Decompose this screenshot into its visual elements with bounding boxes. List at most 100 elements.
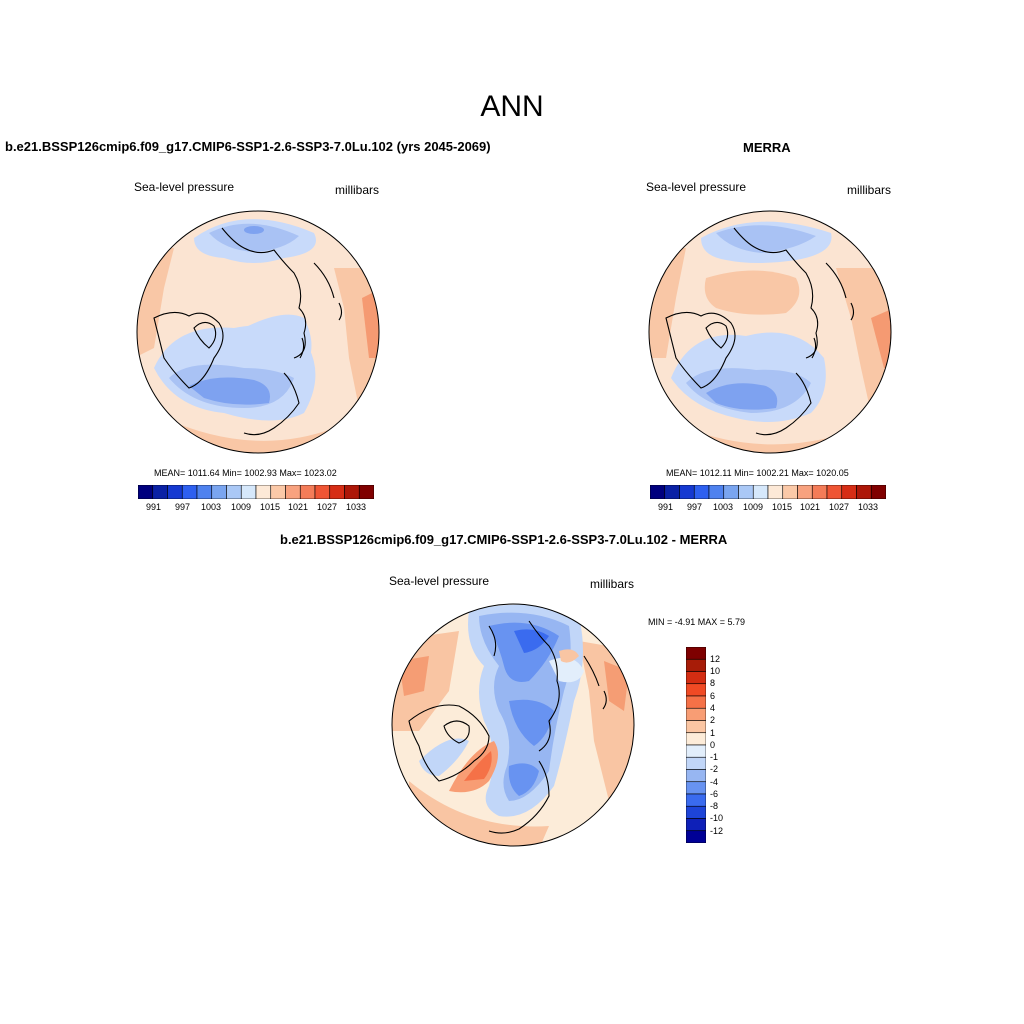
panel-3-colorbar-label: 0 (710, 740, 716, 750)
panel-2-units-label: millibars (847, 183, 892, 197)
colorbar-swatch (138, 485, 154, 499)
panel-3-colorbar-labels: 12 10 8 6 4 2 1 0 -1 -2 -4 -6 -8 -10 -12 (710, 647, 750, 847)
panel-3-colorbar-label: 12 (710, 654, 721, 664)
panel-3-colorbar-label: 1 (710, 728, 716, 738)
panel-2-title: MERRA (743, 140, 791, 155)
colorbar-swatch (686, 769, 706, 783)
colorbar-swatch (782, 485, 798, 499)
colorbar-swatch (181, 485, 198, 499)
panel-2-colorbar-label: 1015 (772, 502, 793, 512)
panel-3-colorbar-label: 4 (710, 703, 716, 713)
panel-3-colorbar (686, 647, 706, 843)
panel-2-colorbar-label: 997 (687, 502, 703, 512)
colorbar-swatch (686, 683, 706, 697)
colorbar-swatch (811, 485, 828, 499)
colorbar-swatch (708, 485, 725, 499)
panel-3-colorbar-label: -1 (710, 752, 719, 762)
panel-3-colorbar-label: 8 (710, 678, 716, 688)
colorbar-swatch (686, 658, 706, 672)
panel-2-variable-label: Sea-level pressure (646, 180, 747, 194)
colorbar-swatch (255, 485, 272, 499)
colorbar-swatch (723, 485, 739, 499)
colorbar-swatch (752, 485, 769, 499)
colorbar-swatch (650, 485, 666, 499)
panel-1-colorbar-label: 1015 (260, 502, 281, 512)
colorbar-swatch (314, 485, 331, 499)
colorbar-swatch (167, 485, 183, 499)
colorbar-swatch (686, 695, 706, 709)
colorbar-swatch (686, 793, 706, 807)
colorbar-swatch (686, 818, 706, 832)
panel-1-colorbar-label: 1021 (288, 502, 309, 512)
panel-1-colorbar-label: 997 (175, 502, 191, 512)
panel-1-colorbar-label: 1027 (317, 502, 338, 512)
colorbar-swatch (226, 485, 242, 499)
colorbar-swatch (299, 485, 316, 499)
panel-1-colorbar-label: 1003 (201, 502, 222, 512)
panel-3-colorbar-label: -12 (710, 826, 724, 836)
panel-3-colorbar-label: 2 (710, 715, 716, 725)
colorbar-swatch (686, 744, 706, 758)
panel-3-units-label: millibars (590, 577, 635, 591)
colorbar-swatch (270, 485, 286, 499)
panel-3-colorbar-label: -2 (710, 764, 719, 774)
colorbar-swatch (679, 485, 695, 499)
colorbar-swatch (686, 781, 706, 795)
colorbar-swatch (856, 485, 872, 499)
colorbar-swatch (211, 485, 227, 499)
colorbar-swatch (686, 805, 706, 819)
page-title: ANN (480, 90, 544, 123)
colorbar-swatch (686, 732, 706, 746)
panel-3-colorbar-label: 6 (710, 691, 716, 701)
colorbar-swatch (686, 647, 706, 660)
colorbar-swatch (285, 485, 301, 499)
panel-3-colorbar-label: 10 (710, 666, 721, 676)
panel-1-colorbar-label: 1033 (346, 502, 367, 512)
colorbar-swatch (826, 485, 843, 499)
colorbar-swatch (686, 720, 706, 734)
panel-2-colorbar (650, 485, 886, 499)
colorbar-swatch (686, 830, 706, 843)
colorbar-swatch (686, 756, 706, 770)
panel-2-colorbar-label: 1021 (800, 502, 821, 512)
colorbar-swatch (693, 485, 710, 499)
panel-1-polar-map (136, 210, 380, 454)
colorbar-swatch (738, 485, 754, 499)
panel-1-variable-label: Sea-level pressure (134, 180, 235, 194)
panel-2-colorbar-label: 991 (658, 502, 674, 512)
panel-2-colorbar-label: 1033 (858, 502, 879, 512)
panel-3-variable-label: Sea-level pressure (389, 574, 490, 588)
colorbar-swatch (196, 485, 213, 499)
panel-1-colorbar-labels: 991 997 1003 1009 1015 1021 1027 1033 (138, 502, 374, 514)
panel-1-colorbar-label: 1009 (231, 502, 252, 512)
panel-1-stats: MEAN= 1011.64 Min= 1002.93 Max= 1023.02 (154, 468, 337, 478)
colorbar-swatch (152, 485, 168, 499)
panel-1-title: b.e21.BSSP126cmip6.f09_g17.CMIP6-SSP1-2.… (5, 139, 491, 154)
panel-2-colorbar-label: 1003 (713, 502, 734, 512)
colorbar-swatch (767, 485, 784, 499)
panel-3-colorbar-label: -4 (710, 777, 719, 787)
panel-1-colorbar (138, 485, 374, 499)
panel-3-polar-map (391, 603, 635, 847)
panel-2-stats: MEAN= 1012.11 Min= 1002.21 Max= 1020.05 (666, 468, 849, 478)
panel-3-colorbar-label: -10 (710, 813, 724, 823)
colorbar-swatch (329, 485, 345, 499)
panel-3-title: b.e21.BSSP126cmip6.f09_g17.CMIP6-SSP1-2.… (280, 532, 728, 547)
panel-2-polar-map (648, 210, 892, 454)
colorbar-swatch (686, 671, 706, 685)
colorbar-swatch (797, 485, 813, 499)
panel-2-colorbar-label: 1027 (829, 502, 850, 512)
panel-1-units-label: millibars (335, 183, 380, 197)
colorbar-swatch (344, 485, 360, 499)
colorbar-swatch (870, 485, 886, 499)
colorbar-swatch (358, 485, 374, 499)
panel-3-colorbar-label: -6 (710, 789, 719, 799)
panel-1-colorbar-label: 991 (146, 502, 162, 512)
colorbar-swatch (686, 707, 706, 721)
panel-3-minmax: MIN = -4.91 MAX = 5.79 (648, 617, 746, 627)
panel-2-colorbar-labels: 991 997 1003 1009 1015 1021 1027 1033 (650, 502, 886, 514)
panel-3-colorbar-label: -8 (710, 801, 719, 811)
panel-2-colorbar-label: 1009 (743, 502, 764, 512)
colorbar-swatch (240, 485, 257, 499)
colorbar-swatch (664, 485, 680, 499)
